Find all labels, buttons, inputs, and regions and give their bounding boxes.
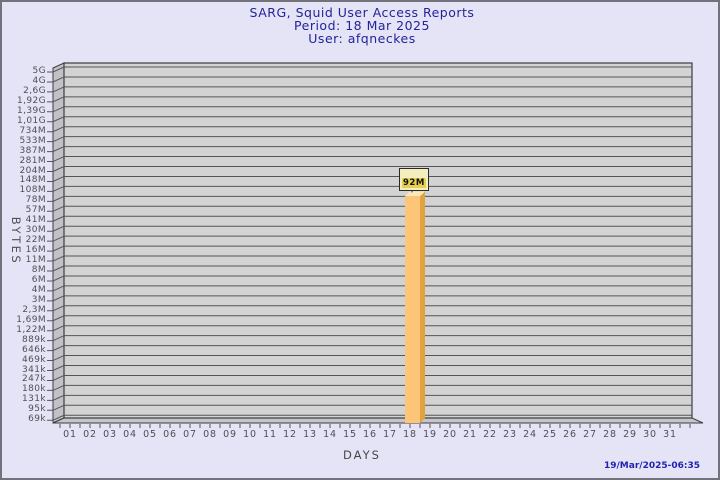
x-axis-title: DAYS <box>343 448 381 462</box>
y-tick-label: 341k <box>22 364 46 375</box>
x-day-label: 12 <box>283 429 297 440</box>
y-tick-label: 4G <box>32 75 46 86</box>
y-tick-label: 95k <box>28 404 46 415</box>
y-tick-label: 16M <box>25 245 46 256</box>
y-tick-label: 2,3M <box>22 304 46 315</box>
x-day-label: 08 <box>203 429 217 440</box>
x-day-label: 13 <box>303 429 317 440</box>
x-day-label: 27 <box>583 429 597 440</box>
x-day-label: 17 <box>383 429 397 440</box>
x-day-label: 02 <box>83 429 97 440</box>
y-tick-label: 4M <box>31 284 46 295</box>
y-tick-label: 281M <box>19 155 46 166</box>
x-day-label: 09 <box>223 429 237 440</box>
chart-title-block: SARG, Squid User Access Reports Period: … <box>2 5 718 46</box>
y-tick-label: 1,39G <box>16 105 46 116</box>
y-tick-label: 469k <box>22 354 46 365</box>
chart-user: User: afqneckes <box>308 30 416 46</box>
x-day-label: 22 <box>483 429 497 440</box>
x-day-label: 03 <box>103 429 117 440</box>
y-tick-label: 108M <box>19 185 46 196</box>
y-tick-label: 889k <box>22 334 46 345</box>
x-day-label: 11 <box>263 429 277 440</box>
y-tick-label: 387M <box>19 145 46 156</box>
y-tick-label: 57M <box>25 205 46 216</box>
x-day-label: 31 <box>663 429 677 440</box>
x-day-label: 06 <box>163 429 177 440</box>
y-tick-label: 734M <box>19 125 46 136</box>
y-tick-label: 30M <box>25 225 46 236</box>
bar-value-label: 92M <box>399 168 429 191</box>
x-day-label: 10 <box>243 429 257 440</box>
y-tick-label: 2,6G <box>23 85 46 96</box>
x-day-label: 24 <box>523 429 537 440</box>
y-tick-label: 204M <box>19 165 46 176</box>
y-tick-label: 148M <box>19 175 46 186</box>
y-tick-label: 131k <box>22 394 46 405</box>
chart-period: Period: 18 Mar 2025 <box>294 17 430 33</box>
generated-timestamp: 19/Mar/2025-06:35 <box>604 461 700 471</box>
x-day-label: 04 <box>123 429 137 440</box>
x-day-label: 15 <box>343 429 357 440</box>
x-day-label: 05 <box>143 429 157 440</box>
y-tick-label: 78M <box>25 195 46 206</box>
x-day-label: 30 <box>643 429 657 440</box>
y-tick-label: 1,22M <box>16 324 46 335</box>
y-tick-label: 5G <box>32 66 46 76</box>
y-tick-label: 1,69M <box>16 314 46 325</box>
x-day-label: 21 <box>463 429 477 440</box>
x-day-label: 16 <box>363 429 377 440</box>
y-tick-label: 11M <box>25 255 46 266</box>
x-day-label: 01 <box>63 429 77 440</box>
x-day-label: 25 <box>543 429 557 440</box>
y-tick-label: 69k <box>28 414 46 425</box>
x-day-label: 23 <box>503 429 517 440</box>
y-tick-label: 1,01G <box>16 115 46 126</box>
x-day-label: 07 <box>183 429 197 440</box>
x-day-label: 29 <box>623 429 637 440</box>
x-day-label: 28 <box>603 429 617 440</box>
x-day-label: 14 <box>323 429 337 440</box>
x-day-label: 19 <box>423 429 437 440</box>
y-tick-label: 1,92G <box>16 95 46 106</box>
y-tick-label: 180k <box>22 384 46 395</box>
x-day-label: 18 <box>403 429 417 440</box>
x-day-label: 20 <box>443 429 457 440</box>
x-day-label: 26 <box>563 429 577 440</box>
y-tick-label: 646k <box>22 344 46 355</box>
y-tick-label: 41M <box>25 215 46 226</box>
y-tick-label: 247k <box>22 374 46 385</box>
y-tick-label: 533M <box>19 135 46 146</box>
chart-title: SARG, Squid User Access Reports <box>249 5 475 20</box>
y-tick-label: 22M <box>25 235 46 246</box>
y-tick-label: 8M <box>31 265 46 275</box>
y-tick-label: 3M <box>31 294 46 305</box>
y-tick-label: 6M <box>31 274 46 285</box>
